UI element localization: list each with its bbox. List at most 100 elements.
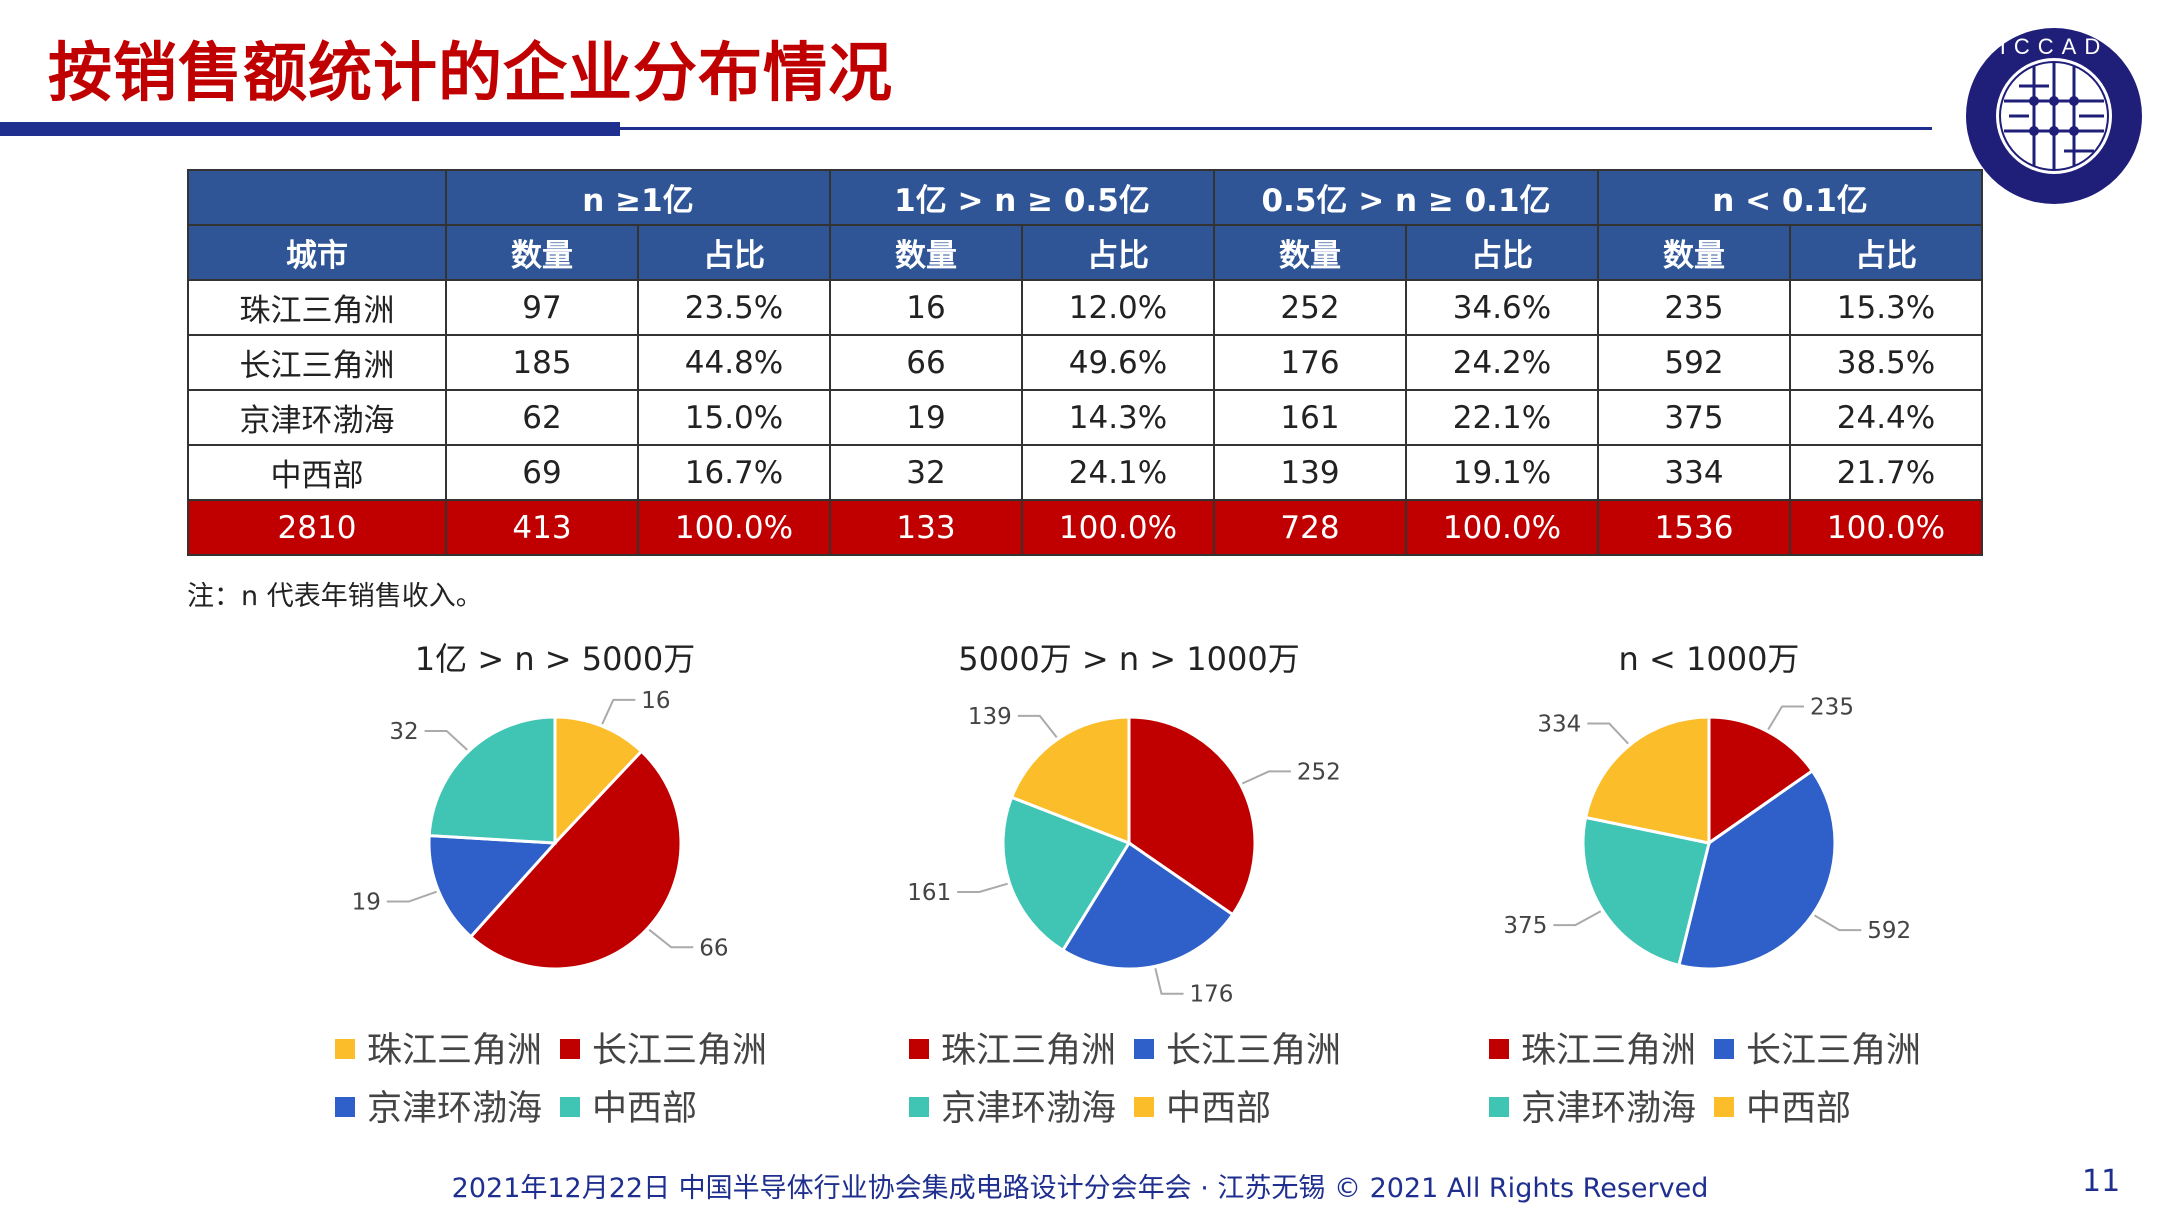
share-cell: 100.0%	[1789, 499, 1983, 556]
pie-slice	[1707, 715, 1815, 846]
count-cell: 19	[829, 389, 1023, 446]
count-cell: 16	[829, 279, 1023, 336]
svg-text:ICCAD: ICCAD	[2000, 34, 2108, 59]
count-header: 数量	[829, 224, 1023, 281]
sales-distribution-table: n ≥1亿 1亿 > n ≥ 0.5亿 0.5亿 > n ≥ 0.1亿 n < …	[187, 169, 1983, 556]
pie-slice	[427, 833, 559, 939]
group-header: 0.5亿 > n ≥ 0.1亿	[1213, 169, 1599, 226]
legend-label: 京津环渤海	[941, 1089, 1117, 1129]
count-cell: 66	[829, 334, 1023, 391]
city-cell: 中西部	[187, 444, 447, 501]
legend-swatch	[1714, 1097, 1735, 1117]
data-label: 334	[1537, 712, 1581, 738]
share-cell: 100.0%	[1405, 499, 1599, 556]
share-cell: 49.6%	[1021, 334, 1215, 391]
share-header: 占比	[1789, 224, 1983, 281]
city-cell: 2810	[187, 499, 447, 556]
legend-item: 京津环渤海	[909, 1080, 1116, 1138]
share-cell: 23.5%	[637, 279, 831, 336]
share-cell: 21.7%	[1789, 444, 1983, 501]
pie-slice	[1581, 815, 1711, 968]
count-cell: 1536	[1597, 499, 1791, 556]
count-cell: 62	[445, 389, 639, 446]
data-label: 19	[352, 890, 381, 916]
legend-label: 京津环渤海	[1521, 1089, 1697, 1129]
data-label: 32	[389, 719, 418, 745]
share-cell: 24.1%	[1021, 444, 1215, 501]
share-cell: 14.3%	[1021, 389, 1215, 446]
table-row: 长江三角洲 185 44.8% 66 49.6% 176 24.2% 592 38.5%	[187, 334, 1983, 391]
pie-legend: 珠江三角洲 长江三角洲 京津环渤海 中西部	[909, 1022, 1429, 1138]
leader-line	[1814, 914, 1862, 932]
legend-item: 京津环渤海	[335, 1080, 542, 1138]
count-header: 数量	[1213, 224, 1407, 281]
leader-line	[1587, 722, 1629, 745]
data-label: 176	[1189, 982, 1233, 1008]
data-label: 235	[1810, 694, 1854, 720]
pie-slice	[1677, 768, 1837, 971]
legend-label: 京津环渤海	[367, 1089, 543, 1129]
share-cell: 15.3%	[1789, 279, 1983, 336]
count-header: 数量	[445, 224, 639, 281]
footer-text: 2021年12月22日 中国半导体行业协会集成电路设计分会年会 · 江苏无锡 ©…	[451, 1173, 1709, 1204]
data-label: 375	[1503, 913, 1547, 939]
data-label: 66	[699, 935, 728, 961]
count-cell: 133	[829, 499, 1023, 556]
count-cell: 139	[1213, 444, 1407, 501]
group-header: n < 0.1亿	[1597, 169, 1983, 226]
pie-slice	[1001, 795, 1132, 953]
legend-item: 长江三角洲	[1134, 1022, 1341, 1080]
pie-slice	[1060, 840, 1235, 971]
legend-item: 中西部	[560, 1080, 697, 1138]
leader-line	[957, 882, 1008, 893]
city-cell: 长江三角洲	[187, 334, 447, 391]
table-note: 注：n 代表年销售收入。	[187, 581, 483, 612]
legend-swatch	[1134, 1039, 1155, 1059]
share-header: 占比	[637, 224, 831, 281]
leader-line	[386, 890, 437, 903]
legend-swatch	[335, 1097, 355, 1117]
table-row: 珠江三角洲 97 23.5% 16 12.0% 252 34.6% 235 15.3%	[187, 279, 1983, 336]
share-cell: 19.1%	[1405, 444, 1599, 501]
share-cell: 15.0%	[637, 389, 831, 446]
share-cell: 38.5%	[1789, 334, 1983, 391]
share-cell: 100.0%	[1021, 499, 1215, 556]
legend-label: 中西部	[1746, 1089, 1852, 1129]
pie-title: n < 1000万	[1618, 640, 1800, 678]
pie-chart: 16 66 19 32	[352, 688, 729, 971]
table-row: 中西部 69 16.7% 32 24.1% 139 19.1% 334 21.7%	[187, 444, 1983, 501]
count-header: 数量	[1597, 224, 1791, 281]
legend-label: 长江三角洲	[592, 1031, 768, 1071]
count-cell: 728	[1213, 499, 1407, 556]
legend-label: 珠江三角洲	[367, 1031, 543, 1071]
leader-line	[601, 698, 636, 725]
title-underline-thin	[620, 127, 1932, 130]
data-label: 592	[1867, 918, 1911, 944]
data-label: 139	[968, 704, 1012, 730]
pie-slice	[1583, 715, 1711, 845]
share-cell: 24.4%	[1789, 389, 1983, 446]
iccad-logo: ICCAD	[1966, 28, 2142, 204]
count-cell: 375	[1597, 389, 1791, 446]
legend-swatch	[1714, 1039, 1735, 1059]
legend-label: 珠江三角洲	[941, 1031, 1117, 1071]
legend-item: 珠江三角洲	[909, 1022, 1116, 1080]
page-number: 11	[2082, 1164, 2121, 1199]
city-header: 城市	[187, 224, 447, 281]
pie-slice	[427, 715, 557, 845]
legend-item: 长江三角洲	[1714, 1022, 1921, 1080]
count-cell: 161	[1213, 389, 1407, 446]
pie-slice	[1127, 715, 1257, 917]
table-row: 京津环渤海 62 15.0% 19 14.3% 161 22.1% 375 24.4%	[187, 389, 1983, 446]
page-title: 按销售额统计的企业分布情况	[48, 37, 893, 111]
legend-swatch	[335, 1039, 355, 1059]
legend-swatch	[909, 1097, 929, 1117]
legend-item: 长江三角洲	[560, 1022, 767, 1080]
share-cell: 12.0%	[1021, 279, 1215, 336]
legend-swatch	[560, 1039, 581, 1059]
share-cell: 100.0%	[637, 499, 831, 556]
pie-slice	[468, 749, 683, 971]
data-label: 16	[641, 688, 670, 714]
table-sub-header-row: 城市 数量 占比 数量 占比 数量 占比 数量 占比	[187, 224, 1983, 281]
table-total-row: 2810 413 100.0% 133 100.0% 728 100.0% 1536 100.0…	[187, 499, 1983, 556]
